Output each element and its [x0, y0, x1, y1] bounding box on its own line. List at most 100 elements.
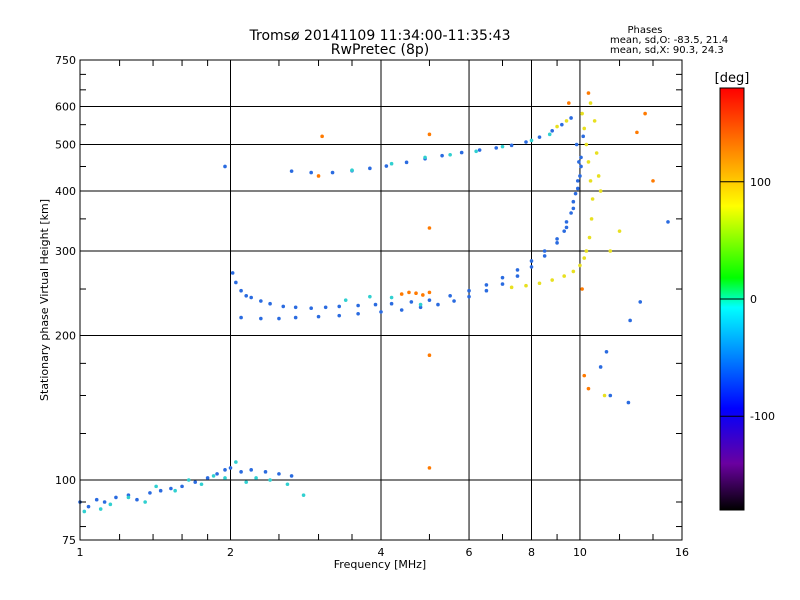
- data-point: [582, 373, 587, 378]
- data-point: [484, 288, 489, 293]
- data-point: [524, 140, 528, 144]
- data-point: [427, 466, 432, 470]
- data-point: [223, 468, 227, 472]
- data-point: [205, 476, 210, 480]
- data-point: [484, 283, 489, 287]
- y-tick-label: 600: [55, 101, 76, 114]
- data-point: [547, 132, 552, 137]
- data-point: [389, 161, 394, 166]
- colorbar-tick-label: 100: [750, 176, 771, 189]
- data-point: [409, 300, 414, 304]
- x-axis-label: Frequency [MHz]: [334, 558, 426, 571]
- data-point: [82, 509, 87, 514]
- data-point: [316, 314, 321, 319]
- data-point: [586, 91, 591, 95]
- data-point: [643, 111, 647, 116]
- data-point: [477, 148, 482, 152]
- data-point: [384, 164, 389, 168]
- data-point: [126, 495, 131, 500]
- data-point: [562, 274, 566, 278]
- colorbar-ticks: 100 0 -100: [720, 176, 775, 423]
- data-point: [569, 116, 573, 120]
- data-point: [234, 460, 238, 464]
- data-point: [379, 310, 383, 314]
- x-tick-label: 16: [675, 546, 689, 559]
- data-point: [529, 138, 534, 143]
- data-point: [581, 134, 585, 139]
- data-point: [114, 495, 118, 500]
- data-point: [500, 144, 505, 149]
- data-point: [564, 220, 569, 224]
- data-point: [193, 480, 198, 484]
- data-point: [94, 497, 99, 502]
- data-point: [301, 493, 306, 497]
- data-point: [108, 502, 113, 507]
- data-point: [148, 491, 152, 495]
- data-point: [293, 315, 298, 320]
- data-point: [169, 486, 173, 491]
- data-point: [589, 217, 594, 221]
- data-point: [579, 155, 583, 160]
- data-point: [550, 278, 554, 282]
- data-point: [584, 142, 589, 147]
- data-point: [356, 311, 360, 316]
- data-point: [571, 269, 576, 274]
- data-point: [524, 283, 528, 288]
- data-point: [598, 189, 603, 193]
- data-point: [199, 482, 204, 487]
- legend-heading: Phases: [627, 25, 662, 36]
- data-point: [239, 470, 243, 474]
- data-point: [571, 206, 576, 211]
- data-point: [550, 129, 554, 133]
- data-point: [666, 220, 670, 224]
- data-point: [564, 119, 569, 123]
- colorbar-tick-label: -100: [750, 410, 775, 423]
- data-point: [537, 135, 542, 139]
- data-point: [215, 472, 219, 476]
- data-point: [368, 294, 372, 299]
- chart-title: Tromsø 20141109 11:34:00-11:35:43: [249, 28, 511, 44]
- data-point: [414, 291, 418, 296]
- data-point: [389, 301, 394, 306]
- data-points: [78, 91, 670, 514]
- data-point: [268, 301, 272, 306]
- data-point: [418, 305, 423, 310]
- data-point: [158, 488, 163, 493]
- data-point: [436, 302, 440, 307]
- data-point: [427, 226, 432, 230]
- data-point: [399, 308, 404, 312]
- data-point: [542, 254, 547, 258]
- data-point: [102, 500, 107, 504]
- data-point: [234, 280, 238, 285]
- data-point: [427, 353, 432, 357]
- data-point: [186, 478, 191, 482]
- data-point: [421, 293, 425, 297]
- data-point: [584, 249, 589, 253]
- data-point: [588, 179, 593, 183]
- data-point: [537, 281, 542, 286]
- data-point: [154, 484, 158, 489]
- data-point: [542, 249, 547, 253]
- data-point: [494, 146, 499, 150]
- data-point: [180, 484, 184, 489]
- colorbar-tick-label: 0: [750, 293, 757, 306]
- data-point: [343, 298, 348, 302]
- data-point: [555, 124, 559, 129]
- data-point: [254, 476, 258, 480]
- y-tick-label: 750: [55, 54, 76, 67]
- data-point: [580, 287, 584, 291]
- data-point: [427, 290, 432, 295]
- data-point: [356, 303, 360, 308]
- legend-line-o: mean, sd,O: -83.5, 21.4: [610, 35, 728, 46]
- data-point: [602, 393, 607, 398]
- data-point: [617, 229, 622, 233]
- data-point: [211, 474, 216, 478]
- data-point: [285, 482, 290, 487]
- data-point: [596, 174, 601, 178]
- data-point: [239, 288, 243, 293]
- data-point: [580, 111, 584, 116]
- y-axis-ticks: 75 100 200 300 400 500 600 750: [55, 54, 682, 547]
- data-point: [244, 293, 249, 298]
- data-point: [604, 349, 609, 354]
